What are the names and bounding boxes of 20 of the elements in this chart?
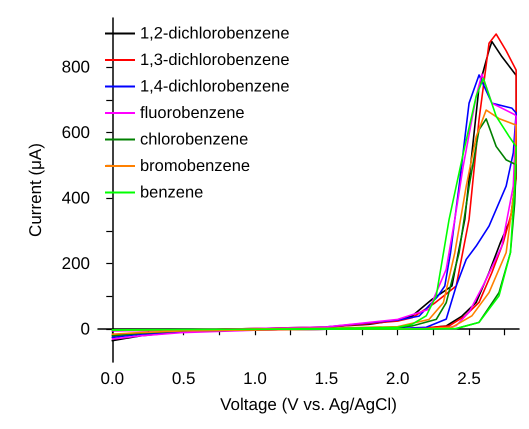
legend-label: chlorobenzene bbox=[140, 130, 248, 148]
x-tick-label: 0.0 bbox=[100, 369, 124, 388]
y-tick-label: 600 bbox=[62, 123, 90, 142]
x-tick-label: 2.5 bbox=[457, 369, 481, 388]
x-tick-label: 1.5 bbox=[314, 369, 338, 388]
y-tick-label: 800 bbox=[62, 58, 90, 77]
x-tick-label: 1.0 bbox=[243, 369, 267, 388]
x-tick-label: 0.5 bbox=[172, 369, 196, 388]
legend-label: 1,4-dichlorobenzene bbox=[140, 78, 290, 96]
legend-label: bromobenzene bbox=[140, 157, 250, 175]
legend-label: 1,3-dichlorobenzene bbox=[140, 51, 290, 69]
legend-label: fluorobenzene bbox=[140, 104, 245, 122]
legend-label: 1,2-dichlorobenzene bbox=[140, 24, 290, 42]
y-tick-label: 0 bbox=[80, 320, 90, 339]
y-axis-title: Current (μA) bbox=[26, 143, 45, 237]
x-tick-label: 2.0 bbox=[386, 369, 410, 388]
y-tick-label: 200 bbox=[62, 254, 90, 274]
legend-label: benzene bbox=[140, 184, 204, 202]
x-axis-title: Voltage (V vs. Ag/AgCl) bbox=[220, 395, 397, 414]
y-tick-label: 400 bbox=[62, 188, 90, 208]
